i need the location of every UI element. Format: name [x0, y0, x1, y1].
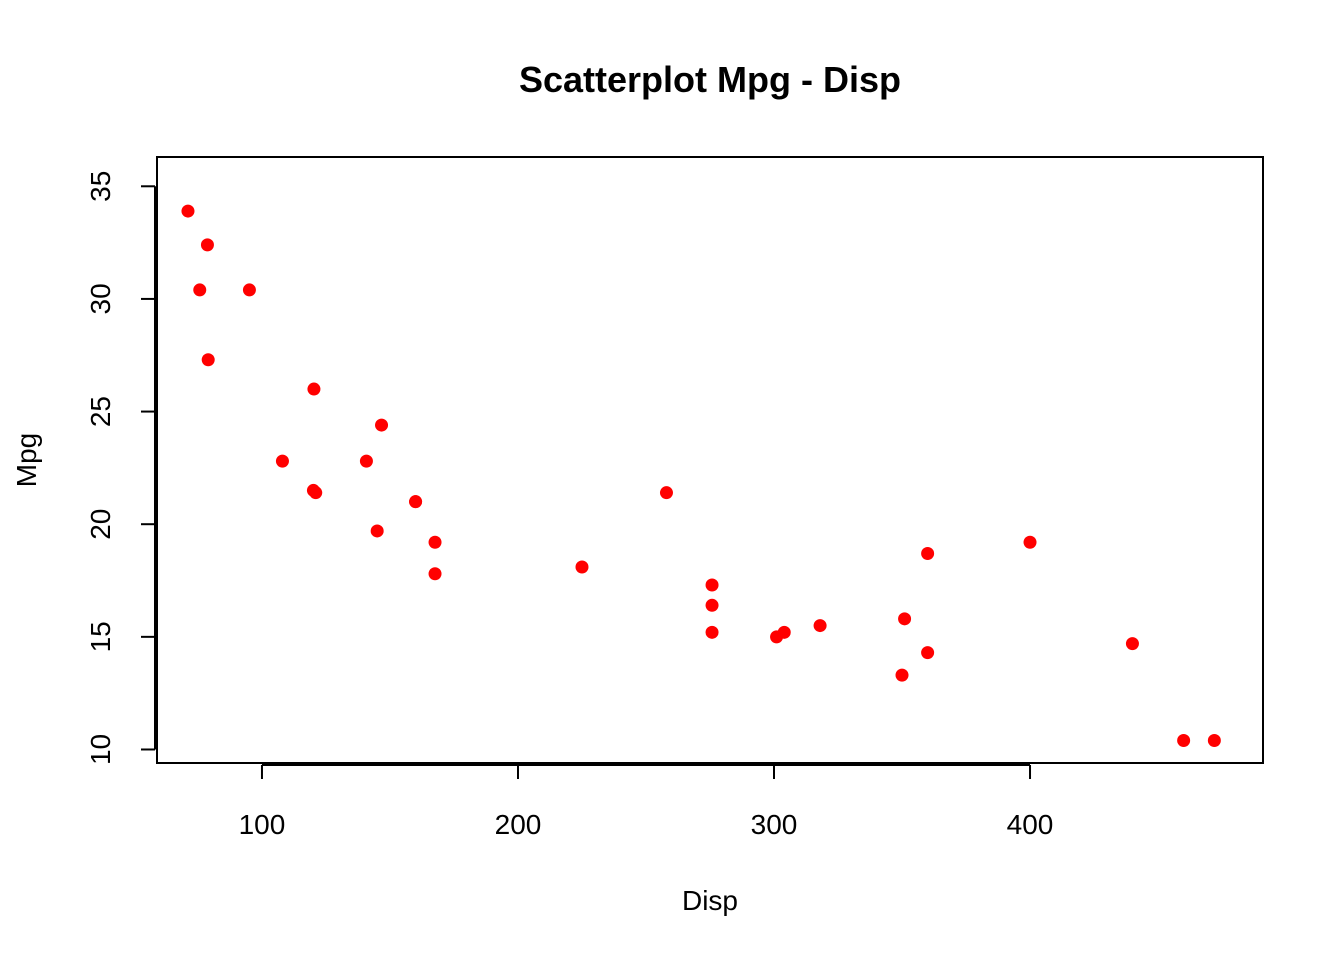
data-point: [770, 630, 784, 644]
x-axis: 100 200 300 400: [239, 764, 1054, 840]
data-point: [428, 567, 442, 581]
y-tick-label: 15: [85, 621, 116, 652]
data-point: [375, 418, 389, 432]
data-point: [275, 454, 289, 468]
data-point: [359, 454, 373, 468]
plot-area-border: [156, 156, 1264, 764]
data-point: [409, 495, 423, 509]
y-tick-label: 30: [85, 283, 116, 314]
data-point: [921, 546, 935, 560]
data-point: [1125, 637, 1139, 651]
data-point: [428, 535, 442, 549]
data-point: [705, 578, 719, 592]
data-point: [895, 668, 909, 682]
x-tick-label: 100: [239, 809, 286, 840]
y-tick-label: 35: [85, 171, 116, 202]
data-point: [193, 283, 207, 297]
data-point: [242, 283, 256, 297]
data-point: [200, 238, 214, 252]
data-point: [705, 625, 719, 639]
x-tick-label: 300: [751, 809, 798, 840]
data-point: [309, 486, 323, 500]
data-point: [1207, 733, 1221, 747]
data-point: [370, 524, 384, 538]
chart-title: Scatterplot Mpg - Disp: [519, 59, 901, 100]
data-point: [813, 619, 827, 633]
data-point: [898, 612, 912, 626]
data-point: [575, 560, 589, 574]
y-tick-label: 10: [85, 734, 116, 765]
y-tick-label: 25: [85, 396, 116, 427]
data-point: [181, 204, 195, 218]
data-point: [201, 353, 215, 367]
data-point: [1177, 733, 1191, 747]
data-points: [181, 204, 1221, 747]
data-point: [307, 382, 321, 396]
x-tick-label: 400: [1007, 809, 1054, 840]
y-axis-label: Mpg: [11, 433, 42, 487]
data-point: [659, 486, 673, 500]
data-point: [705, 598, 719, 612]
x-axis-label: Disp: [682, 885, 738, 916]
data-point: [1023, 535, 1037, 549]
data-point: [921, 646, 935, 660]
x-tick-label: 200: [495, 809, 542, 840]
y-tick-label: 20: [85, 509, 116, 540]
y-axis: 10 15 20 25 30 35: [85, 171, 156, 765]
